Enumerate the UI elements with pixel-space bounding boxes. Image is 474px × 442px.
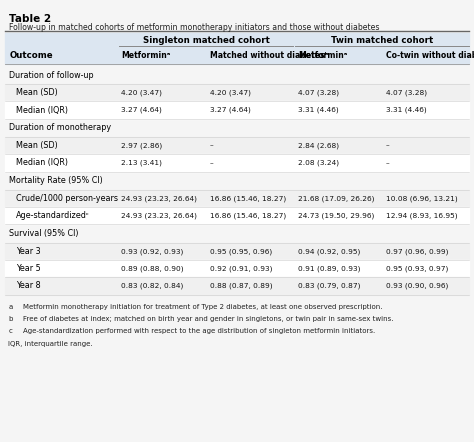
Text: 3.31 (4.46): 3.31 (4.46) [298, 107, 338, 113]
Text: –: – [210, 143, 213, 149]
Text: 0.83 (0.79, 0.87): 0.83 (0.79, 0.87) [298, 283, 360, 289]
Text: Mean (SD): Mean (SD) [16, 88, 58, 97]
Text: 0.97 (0.96, 0.99): 0.97 (0.96, 0.99) [386, 248, 448, 255]
Bar [5, 33, 469, 64]
Bar [5, 243, 469, 260]
Text: 0.93 (0.90, 0.96): 0.93 (0.90, 0.96) [386, 283, 448, 289]
Text: Mean (SD): Mean (SD) [16, 141, 58, 150]
Bar [5, 154, 469, 171]
Text: Singleton matched cohort: Singleton matched cohort [143, 36, 270, 45]
Text: 24.73 (19.50, 29.96): 24.73 (19.50, 29.96) [298, 213, 374, 219]
Bar [5, 137, 469, 154]
Text: 0.89 (0.88, 0.90): 0.89 (0.88, 0.90) [121, 265, 184, 272]
Text: Outcome: Outcome [9, 51, 53, 61]
Text: Median (IQR): Median (IQR) [16, 158, 68, 168]
Text: 4.20 (3.47): 4.20 (3.47) [210, 90, 251, 96]
Text: IQR, interquartile range.: IQR, interquartile range. [9, 340, 93, 347]
Text: 16.86 (15.46, 18.27): 16.86 (15.46, 18.27) [210, 213, 286, 219]
Text: 24.93 (23.23, 26.64): 24.93 (23.23, 26.64) [121, 213, 197, 219]
Text: 0.92 (0.91, 0.93): 0.92 (0.91, 0.93) [210, 265, 272, 272]
Text: Duration of monotherapy: Duration of monotherapy [9, 123, 111, 132]
Text: Survival (95% CI): Survival (95% CI) [9, 229, 79, 238]
Text: Median (IQR): Median (IQR) [16, 106, 68, 114]
Text: Year 8: Year 8 [16, 282, 41, 290]
Text: Metformin monotherapy initiation for treatment of Type 2 diabetes, at least one : Metformin monotherapy initiation for tre… [23, 304, 383, 310]
Bar [5, 84, 469, 102]
Text: Duration of follow-up: Duration of follow-up [9, 71, 94, 80]
Text: Age-standardizedᶜ: Age-standardizedᶜ [16, 211, 90, 220]
Text: 0.91 (0.89, 0.93): 0.91 (0.89, 0.93) [298, 265, 360, 272]
Text: 0.93 (0.92, 0.93): 0.93 (0.92, 0.93) [121, 248, 184, 255]
Text: 0.95 (0.93, 0.97): 0.95 (0.93, 0.97) [386, 265, 448, 272]
Bar [5, 190, 469, 207]
Text: c: c [9, 328, 12, 335]
Text: –: – [386, 143, 390, 149]
Text: Metforminᵃ: Metforminᵃ [121, 51, 171, 61]
Text: 3.27 (4.64): 3.27 (4.64) [121, 107, 162, 113]
Text: 3.27 (4.64): 3.27 (4.64) [210, 107, 250, 113]
Text: Co-twin without diabetesᵇ: Co-twin without diabetesᵇ [386, 51, 474, 61]
Text: –: – [386, 160, 390, 166]
Bar [5, 260, 469, 277]
Text: 2.84 (2.68): 2.84 (2.68) [298, 142, 339, 149]
Text: 0.83 (0.82, 0.84): 0.83 (0.82, 0.84) [121, 283, 184, 289]
Text: Twin matched cohort: Twin matched cohort [331, 36, 433, 45]
Text: 12.94 (8.93, 16.95): 12.94 (8.93, 16.95) [386, 213, 458, 219]
Text: 24.93 (23.23, 26.64): 24.93 (23.23, 26.64) [121, 195, 197, 202]
Text: Crude/1000 person-years: Crude/1000 person-years [16, 194, 118, 203]
Text: Metforminᵃ: Metforminᵃ [298, 51, 347, 61]
Text: 2.08 (3.24): 2.08 (3.24) [298, 160, 339, 166]
Text: Table 2: Table 2 [9, 14, 52, 24]
Text: 4.20 (3.47): 4.20 (3.47) [121, 90, 162, 96]
Text: –: – [210, 160, 213, 166]
Text: Free of diabetes at index; matched on birth year and gender in singletons, or tw: Free of diabetes at index; matched on bi… [23, 316, 394, 322]
Text: 4.07 (3.28): 4.07 (3.28) [298, 90, 339, 96]
Text: 0.88 (0.87, 0.89): 0.88 (0.87, 0.89) [210, 283, 272, 289]
Text: a: a [9, 304, 13, 310]
Text: 4.07 (3.28): 4.07 (3.28) [386, 90, 427, 96]
Text: 0.94 (0.92, 0.95): 0.94 (0.92, 0.95) [298, 248, 360, 255]
Text: Year 5: Year 5 [16, 264, 41, 273]
Text: 16.86 (15.46, 18.27): 16.86 (15.46, 18.27) [210, 195, 286, 202]
Text: Matched without diabetesᵇ: Matched without diabetesᵇ [210, 51, 328, 61]
Text: 2.97 (2.86): 2.97 (2.86) [121, 142, 163, 149]
Bar [5, 277, 469, 295]
Text: 3.31 (4.46): 3.31 (4.46) [386, 107, 427, 113]
Text: 0.95 (0.95, 0.96): 0.95 (0.95, 0.96) [210, 248, 272, 255]
Text: Year 3: Year 3 [16, 247, 41, 256]
Text: Age-standardization performed with respect to the age distribution of singleton : Age-standardization performed with respe… [23, 328, 375, 335]
Text: b: b [9, 316, 13, 322]
Text: 21.68 (17.09, 26.26): 21.68 (17.09, 26.26) [298, 195, 374, 202]
Text: 2.13 (3.41): 2.13 (3.41) [121, 160, 162, 166]
Text: 10.08 (6.96, 13.21): 10.08 (6.96, 13.21) [386, 195, 458, 202]
Bar [5, 102, 469, 119]
Bar [5, 207, 469, 225]
Text: Mortality Rate (95% CI): Mortality Rate (95% CI) [9, 176, 103, 185]
Text: Follow-up in matched cohorts of metformin monotherapy initiators and those witho: Follow-up in matched cohorts of metformi… [9, 23, 380, 32]
